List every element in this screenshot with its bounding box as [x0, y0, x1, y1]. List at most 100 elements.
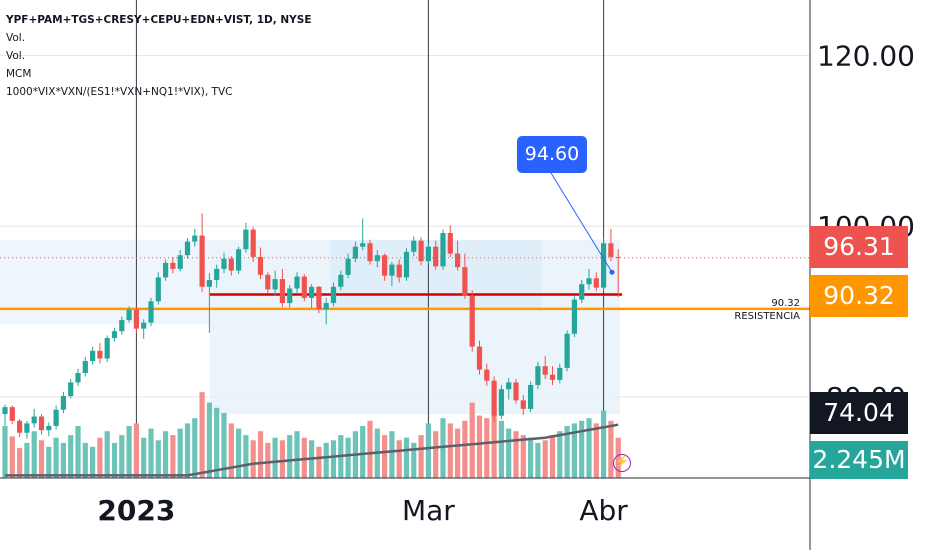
- volume-bar: [389, 431, 395, 478]
- candle-body: [338, 274, 344, 287]
- volume-bar: [177, 428, 183, 478]
- volume-bar: [330, 440, 337, 478]
- volume-bar: [579, 420, 585, 478]
- volume-bar: [411, 442, 417, 478]
- volume-bar: [608, 420, 614, 478]
- volume-bar: [192, 418, 198, 478]
- candle-body: [31, 416, 37, 424]
- candle-body: [571, 299, 577, 334]
- volume-bar: [323, 442, 329, 478]
- time-axis-tick-label: Abr: [579, 494, 628, 527]
- volume-bar: [184, 423, 191, 478]
- volume-bar: [17, 448, 23, 478]
- volume-bar: [418, 435, 424, 478]
- volume-bar: [360, 426, 366, 478]
- volume-bar: [564, 426, 570, 478]
- volume-bar: [82, 442, 88, 478]
- volume-bar: [542, 440, 548, 478]
- candle-body: [608, 243, 614, 257]
- volume-bar: [549, 435, 556, 478]
- candle-body: [206, 279, 212, 287]
- candle-body: [2, 407, 8, 414]
- indicator-value-tag: 74.04: [810, 392, 908, 434]
- candle-body: [440, 233, 446, 267]
- candle-body: [257, 256, 264, 275]
- volume-bar: [170, 435, 176, 478]
- candle-body: [352, 246, 358, 259]
- candle-body: [330, 286, 337, 304]
- volume-bar: [425, 423, 431, 478]
- volume-bar: [236, 428, 242, 478]
- candle-body: [265, 274, 271, 290]
- legend-line-volume: Vol.: [6, 50, 26, 62]
- volume-bar: [462, 420, 468, 478]
- candle-body: [447, 233, 453, 254]
- candle-body: [250, 229, 256, 257]
- volume-bar: [601, 410, 607, 478]
- legend-line-formula: 1000*VIX*VXN/(ES1!*VXN+NQ1!*VIX), TVC: [6, 86, 233, 98]
- candle-body: [60, 396, 66, 410]
- candle-body: [214, 268, 220, 280]
- price-axis-tick-label: 120.00: [817, 39, 915, 72]
- volume-bar: [163, 431, 169, 478]
- candle-body: [367, 243, 373, 262]
- candle-body: [75, 373, 81, 383]
- candle-body: [323, 303, 329, 309]
- candle-body: [199, 235, 205, 287]
- volume-bar: [68, 435, 74, 478]
- volume-moving-average-line: [5, 423, 619, 477]
- candle-body: [345, 258, 351, 275]
- volume-bar: [24, 442, 30, 478]
- volume-bar: [119, 435, 125, 478]
- volume-bar: [38, 440, 45, 478]
- candle-body: [418, 240, 424, 262]
- volume-bar: [206, 402, 212, 478]
- candle-body: [549, 374, 556, 380]
- candle-body: [82, 361, 88, 374]
- candle-body: [221, 258, 227, 269]
- candle-body: [491, 380, 497, 416]
- candle-body: [513, 382, 519, 401]
- lightning-bolt-icon[interactable]: ⚡: [613, 454, 631, 472]
- volume-bar: [2, 426, 8, 478]
- candle-body: [192, 235, 198, 242]
- candle-body: [601, 243, 607, 288]
- volume-bar: [250, 440, 256, 478]
- candle-body: [425, 246, 431, 262]
- candle-body: [593, 278, 599, 288]
- candle-body: [433, 246, 439, 267]
- volume-bar: [97, 437, 103, 478]
- volume-bar: [46, 446, 52, 478]
- volume-bar: [557, 431, 563, 478]
- candle-body: [528, 384, 534, 409]
- volume-bar: [520, 435, 526, 478]
- candle-body: [46, 425, 52, 431]
- volume-bar: [111, 442, 118, 478]
- volume-bar: [403, 437, 410, 478]
- volume-bar: [228, 423, 234, 478]
- last-price-tag: 96.31: [810, 226, 908, 268]
- callout-leader-line: [550, 172, 613, 273]
- candle-body: [155, 277, 161, 302]
- volume-bar: [440, 418, 446, 478]
- candle-body: [542, 366, 548, 375]
- volume-bar: [476, 415, 483, 478]
- candle-body: [38, 416, 45, 431]
- price-callout[interactable]: 94.60: [517, 136, 587, 173]
- candle-body: [236, 249, 242, 271]
- volume-bar: [31, 431, 37, 478]
- volume-bar: [506, 428, 512, 478]
- volume-bar: [243, 435, 249, 478]
- volume-bar: [367, 420, 373, 478]
- legend-title: YPF+PAM+TGS+CRESY+CEPU+EDN+VIST, 1D, NYS…: [6, 14, 312, 26]
- candle-body: [455, 253, 461, 268]
- candle-body: [9, 407, 15, 421]
- volume-bar: [433, 431, 439, 478]
- candle-body: [374, 255, 380, 262]
- volume-bar: [345, 437, 351, 478]
- candle-body: [243, 229, 249, 250]
- volume-bar: [75, 426, 81, 478]
- candle-body: [579, 284, 585, 300]
- volume-bar: [396, 440, 402, 478]
